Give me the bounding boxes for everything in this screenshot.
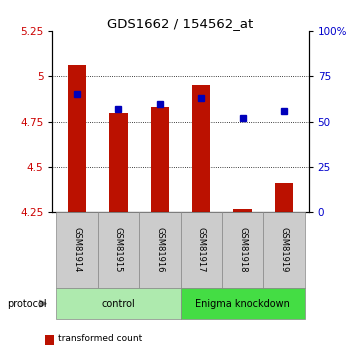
Text: GSM81919: GSM81919 xyxy=(279,227,288,273)
Bar xyxy=(233,208,252,212)
Text: GSM81918: GSM81918 xyxy=(238,227,247,273)
Bar xyxy=(192,85,210,212)
Text: transformed count: transformed count xyxy=(58,334,142,343)
Text: control: control xyxy=(101,299,135,308)
Bar xyxy=(68,66,86,212)
Text: GSM81916: GSM81916 xyxy=(155,227,164,273)
Text: GSM81914: GSM81914 xyxy=(73,227,82,273)
Bar xyxy=(109,112,128,212)
Text: GSM81917: GSM81917 xyxy=(197,227,206,273)
Text: GSM81915: GSM81915 xyxy=(114,227,123,273)
Bar xyxy=(275,183,293,212)
Title: GDS1662 / 154562_at: GDS1662 / 154562_at xyxy=(107,17,254,30)
Bar xyxy=(151,107,169,212)
Text: Enigma knockdown: Enigma knockdown xyxy=(195,299,290,308)
Text: protocol: protocol xyxy=(7,299,47,308)
